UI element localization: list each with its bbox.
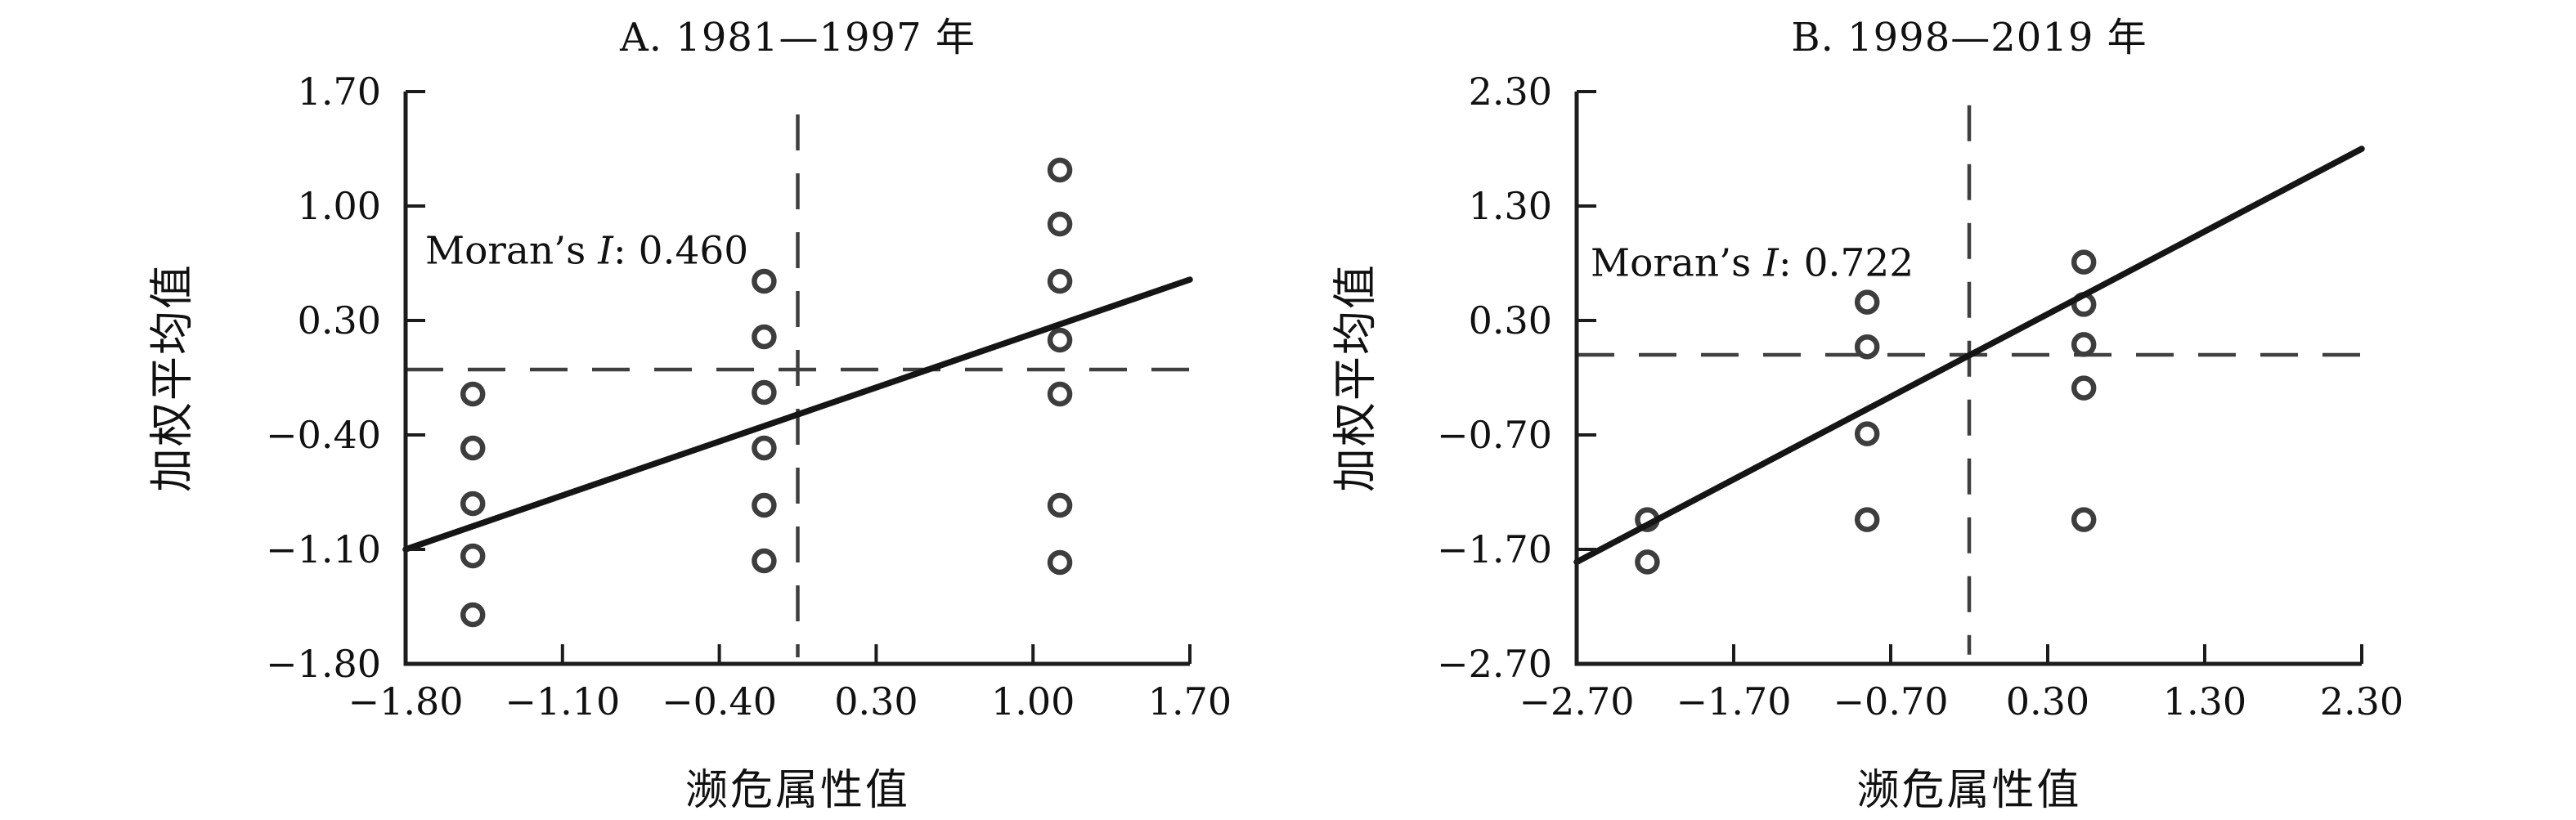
data-point bbox=[2071, 375, 2097, 401]
x-tick-label: −1.70 bbox=[1676, 679, 1792, 724]
x-tick-label: −2.70 bbox=[1519, 679, 1635, 724]
data-point bbox=[752, 379, 777, 406]
y-tick-label: 1.30 bbox=[1469, 184, 1552, 228]
y-tick-label: −1.80 bbox=[266, 642, 381, 686]
data-point bbox=[2071, 332, 2097, 357]
data-point bbox=[752, 324, 777, 350]
data-point bbox=[460, 435, 486, 461]
morans-i-value: : 0.722 bbox=[1778, 240, 1914, 286]
x-tick-label: 1.30 bbox=[2163, 679, 2246, 724]
morans-i-value: : 0.460 bbox=[613, 228, 749, 274]
data-point bbox=[1047, 492, 1073, 518]
data-point bbox=[2071, 507, 2097, 532]
data-point bbox=[1854, 421, 1880, 446]
x-tick-label: −0.70 bbox=[1833, 679, 1949, 724]
x-tick-label: 2.30 bbox=[2320, 679, 2403, 724]
x-tick-label: −0.40 bbox=[662, 679, 777, 724]
y-tick-label: −0.70 bbox=[1437, 413, 1552, 457]
data-point bbox=[460, 381, 486, 407]
y-tick-label: −2.70 bbox=[1437, 642, 1552, 686]
panel-b-title: B. 1998—2019 年 bbox=[1791, 15, 2147, 60]
data-point bbox=[752, 435, 777, 461]
morans-i-symbol: I bbox=[1763, 240, 1779, 286]
data-point bbox=[2071, 249, 2097, 275]
data-point bbox=[1047, 157, 1073, 183]
y-tick-label: 0.30 bbox=[298, 298, 381, 343]
x-tick-label: 0.30 bbox=[834, 679, 918, 724]
trend-line bbox=[1573, 146, 2365, 566]
morans-i-symbol: I bbox=[598, 228, 613, 274]
panel-a-morans-i-annotation: Moran’s I: 0.460 bbox=[425, 229, 748, 274]
x-tick-label: −1.80 bbox=[348, 679, 464, 724]
morans-i-prefix: Moran’s bbox=[425, 228, 586, 274]
y-tick-label: 1.70 bbox=[298, 69, 381, 114]
panel-b-morans-i-annotation: Moran’s I: 0.722 bbox=[1591, 241, 1914, 286]
data-point bbox=[460, 602, 486, 628]
data-point bbox=[752, 268, 777, 294]
data-point bbox=[460, 543, 486, 569]
y-tick-label: 1.00 bbox=[298, 184, 381, 228]
data-point bbox=[1854, 289, 1880, 315]
data-point bbox=[752, 492, 777, 518]
y-tick-label: −1.10 bbox=[266, 527, 381, 571]
x-tick-label: 0.30 bbox=[2006, 679, 2089, 724]
y-tick-label: 2.30 bbox=[1469, 69, 1552, 114]
y-tick-label: 0.30 bbox=[1469, 298, 1552, 343]
data-point bbox=[1047, 327, 1073, 353]
data-point bbox=[752, 548, 777, 574]
data-point bbox=[1047, 268, 1073, 294]
panel-a-x-axis-label: 濒危属性值 bbox=[684, 766, 910, 815]
data-point bbox=[1635, 549, 1660, 575]
data-point bbox=[460, 491, 486, 517]
panel-a-y-axis-label: 加权平均值 bbox=[146, 263, 198, 492]
x-tick-label: 1.70 bbox=[1148, 679, 1232, 724]
data-point bbox=[1047, 211, 1073, 237]
y-tick-label: −0.40 bbox=[266, 413, 381, 457]
data-point bbox=[1047, 549, 1073, 576]
x-tick-label: 1.00 bbox=[991, 679, 1075, 724]
data-point bbox=[1854, 507, 1880, 532]
data-point bbox=[1854, 334, 1880, 360]
panel-b-x-axis-label: 濒危属性值 bbox=[1856, 766, 2082, 815]
y-tick-label: −1.70 bbox=[1437, 527, 1552, 571]
data-point bbox=[1047, 381, 1073, 407]
panel-a-title: A. 1981—1997 年 bbox=[620, 15, 976, 60]
x-tick-label: −1.10 bbox=[505, 679, 620, 724]
morans-i-prefix: Moran’s bbox=[1591, 240, 1752, 286]
panel-b-y-axis-label: 加权平均值 bbox=[1329, 263, 1381, 492]
trend-line bbox=[402, 276, 1193, 553]
